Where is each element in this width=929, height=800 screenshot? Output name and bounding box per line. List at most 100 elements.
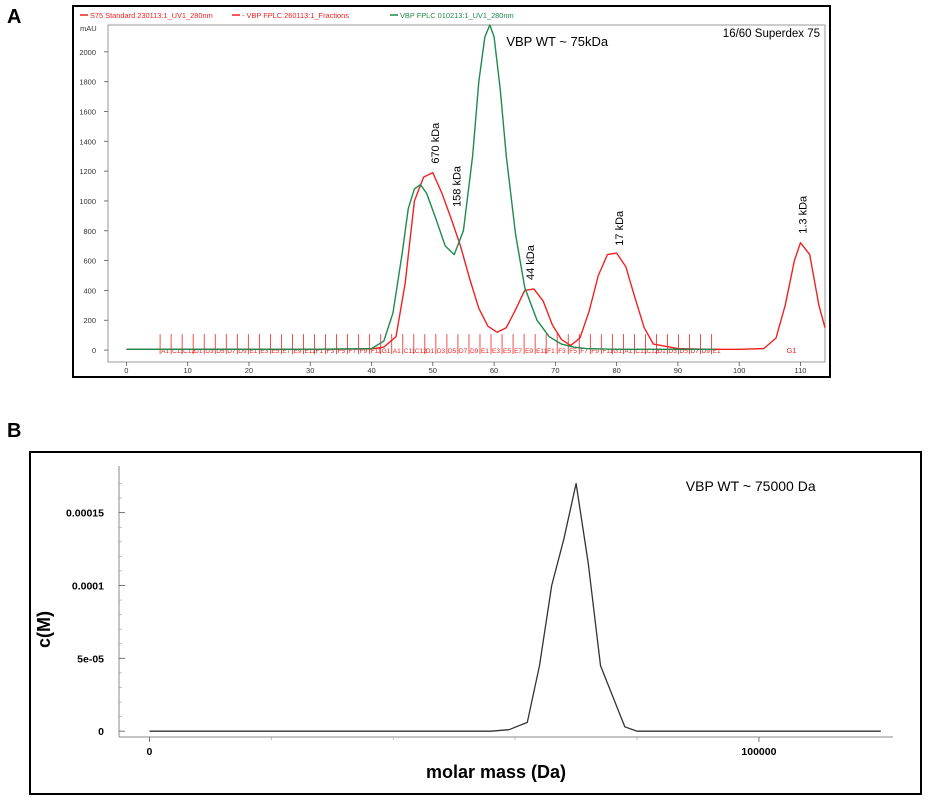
fraction-code: C12 [415,348,427,355]
fraction-code: D3 [205,348,214,355]
fraction-code: D5 [680,348,689,355]
fraction-code: E1 [249,348,257,355]
y-tick-label: 0.00015 [66,508,104,520]
fraction-code: A1 [393,348,401,355]
x-tick-label: 70 [551,366,559,375]
fraction-code: F3 [327,348,335,355]
fraction-code: F11 [602,348,613,355]
fraction-code: G1 [613,348,622,355]
peak-annotation: 44 kDa [525,244,537,280]
fraction-code: D9 [238,348,247,355]
fraction-code: E11 [536,348,547,355]
fraction-code: D9 [702,348,711,355]
fraction-code-last: G1 [786,346,796,355]
x-tick-label: 10 [183,366,191,375]
fraction-code: D7 [459,348,468,355]
fraction-code: F7 [349,348,357,355]
fraction-code: C11 [172,348,184,355]
y-tick-label: 800 [83,227,96,236]
fraction-code: E7 [282,348,290,355]
fraction-code: F3 [558,348,566,355]
peak-annotation: 158 kDa [451,165,463,207]
legend-entry: S75 Standard 230113:1_UV1_280nm [90,11,213,20]
chart-b-frame [29,451,922,795]
fraction-code: D1 [657,348,666,355]
y-unit-label: mAU [80,24,97,33]
x-tick-label: 20 [245,366,253,375]
fraction-code: E3 [260,348,268,355]
x-tick-label: 0 [147,746,153,758]
peak-annotation: 670 kDa [430,122,442,164]
fraction-code: A1 [161,348,169,355]
x-axis-label: molar mass (Da) [426,762,566,782]
chart-a-plot-area [107,24,826,363]
fraction-code: E3 [492,348,500,355]
y-axis-label: c(M) [34,611,54,648]
y-tick-label: 1800 [79,78,96,87]
fraction-code: E9 [293,348,301,355]
fraction-code: F11 [371,348,382,355]
fraction-code: D7 [227,348,236,355]
fraction-code: G1 [382,348,391,355]
fraction-code: C12 [183,348,195,355]
fraction-code: D1 [194,348,203,355]
fraction-code: D1 [426,348,435,355]
legend-entry: - VBP FPLC 260113:1_Fractions [242,11,349,20]
fraction-code: F5 [569,348,577,355]
fraction-code: D5 [448,348,457,355]
fraction-code: F9 [591,348,599,355]
series-line-vbp [126,24,715,350]
x-tick-label: 40 [367,366,375,375]
fraction-code: E5 [271,348,279,355]
chart-a-frame [72,5,831,378]
fraction-code: C11 [635,348,647,355]
fraction-code: F1 [547,348,555,355]
y-tick-label: 1400 [79,137,96,146]
fraction-code: D3 [437,348,446,355]
peak-annotation: 1.3 kDa [798,195,810,234]
fraction-code: E11 [304,348,315,355]
x-tick-label: 0 [124,366,128,375]
y-tick-label: 0 [98,726,104,738]
x-tick-label: 80 [612,366,620,375]
fraction-code: C12 [646,348,658,355]
y-tick-label: 200 [83,316,96,325]
y-tick-label: 1000 [79,197,96,206]
y-tick-label: 1600 [79,107,96,116]
chart-a-svg: S75 Standard 230113:1_UV1_280nm - VBP FPL… [72,5,831,378]
y-tick-label: 600 [83,257,96,266]
fraction-code: C11 [404,348,416,355]
x-tick-label: 100 [733,366,746,375]
fraction-code: D9 [470,348,479,355]
fraction-code: D5 [216,348,225,355]
x-tick-label: 100000 [741,746,776,758]
y-tick-label: 1200 [79,167,96,176]
x-tick-label: 110 [795,366,807,375]
fraction-code: E1 [713,348,721,355]
fraction-code: D7 [691,348,700,355]
x-tick-label: 50 [429,366,437,375]
fraction-code: F9 [360,348,368,355]
fraction-code: F5 [338,348,346,355]
fraction-code: E7 [514,348,522,355]
series-line-standard [126,171,826,350]
y-tick-label: 0 [92,346,96,355]
peak-annotation: VBP WT ~ 75000 Da [686,478,816,494]
fraction-code: F7 [580,348,588,355]
x-tick-label: 60 [490,366,498,375]
fraction-code: E1 [481,348,489,355]
y-tick-label: 5e-05 [77,653,104,665]
y-tick-label: 0.0001 [72,580,104,592]
fraction-code: E9 [525,348,533,355]
corner-label: 16/60 Superdex 75 [723,28,820,40]
x-tick-label: 30 [306,366,314,375]
peak-annotation: 17 kDa [614,210,626,246]
y-tick-label: 400 [83,286,96,295]
fraction-code: F1 [316,348,324,355]
fraction-code: D3 [669,348,678,355]
fraction-code: A1 [624,348,632,355]
panel-b-label: B [7,420,22,442]
panel-a-label: A [7,6,22,28]
fraction-code: E5 [503,348,511,355]
